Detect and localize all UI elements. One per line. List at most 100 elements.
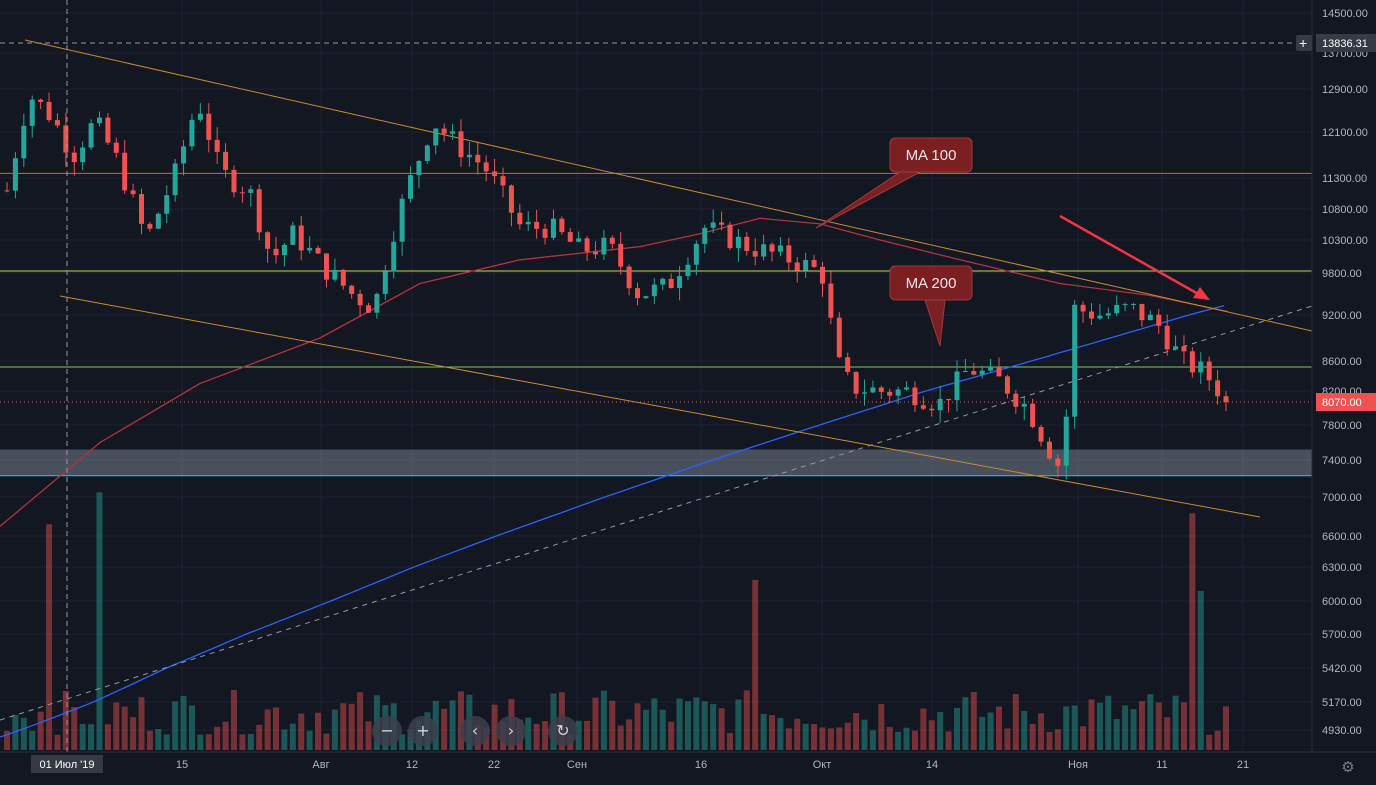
candle-body[interactable]: [1004, 376, 1010, 394]
candle-body[interactable]: [542, 228, 548, 238]
candle-body[interactable]: [147, 223, 153, 229]
candle-body[interactable]: [988, 366, 994, 371]
candle-body[interactable]: [819, 266, 825, 284]
candle-body[interactable]: [63, 125, 69, 153]
candle-body[interactable]: [912, 387, 918, 406]
candle-body[interactable]: [408, 175, 414, 199]
candle-body[interactable]: [433, 128, 439, 146]
candle-body[interactable]: [685, 264, 691, 277]
candle-body[interactable]: [273, 248, 279, 256]
candle-body[interactable]: [315, 247, 321, 254]
candle-body[interactable]: [567, 232, 573, 242]
candle-body[interactable]: [466, 154, 472, 158]
candle-body[interactable]: [643, 296, 649, 299]
candle-body[interactable]: [710, 222, 716, 228]
descending-resistance-line[interactable]: [24, 39, 1313, 332]
candle-body[interactable]: [777, 245, 783, 252]
candle-body[interactable]: [929, 408, 935, 411]
candle-body[interactable]: [576, 238, 582, 242]
candle-body[interactable]: [357, 293, 363, 306]
candle-body[interactable]: [340, 269, 346, 286]
candle-body[interactable]: [1131, 303, 1137, 305]
candle-body[interactable]: [231, 169, 237, 193]
candle-body[interactable]: [458, 131, 464, 158]
candle-body[interactable]: [1122, 304, 1128, 306]
candle-body[interactable]: [954, 371, 960, 401]
candle-body[interactable]: [424, 145, 430, 162]
candle-body[interactable]: [920, 405, 926, 409]
candle-body[interactable]: [349, 285, 355, 294]
zoom-out-button[interactable]: −: [372, 716, 402, 746]
candle-body[interactable]: [508, 185, 514, 213]
candle-body[interactable]: [1147, 314, 1153, 321]
candle-body[interactable]: [1181, 346, 1187, 352]
trend-arrow-head[interactable]: [1193, 287, 1210, 300]
candle-body[interactable]: [971, 371, 977, 375]
candle-body[interactable]: [550, 218, 556, 238]
zoom-in-button[interactable]: +: [408, 716, 438, 746]
candle-body[interactable]: [1072, 304, 1078, 417]
candle-body[interactable]: [307, 247, 313, 251]
candle-body[interactable]: [441, 128, 447, 134]
candle-body[interactable]: [323, 253, 329, 280]
candle-body[interactable]: [46, 101, 52, 121]
candle-body[interactable]: [1030, 403, 1036, 427]
candle-body[interactable]: [895, 389, 901, 396]
candle-body[interactable]: [239, 192, 245, 194]
candle-body[interactable]: [1105, 313, 1111, 316]
candle-body[interactable]: [878, 387, 884, 392]
candle-body[interactable]: [281, 244, 287, 256]
candle-body[interactable]: [29, 99, 35, 126]
candle-body[interactable]: [483, 162, 489, 172]
candle-body[interactable]: [677, 276, 683, 289]
candle-body[interactable]: [592, 251, 598, 255]
candle-body[interactable]: [803, 260, 809, 271]
candle-body[interactable]: [811, 260, 817, 267]
candle-body[interactable]: [1055, 458, 1061, 466]
candle-body[interactable]: [862, 392, 868, 394]
candle-body[interactable]: [769, 244, 775, 252]
candle-body[interactable]: [1156, 314, 1162, 326]
candle-body[interactable]: [332, 269, 338, 280]
candle-body[interactable]: [492, 171, 498, 177]
candle-body[interactable]: [450, 131, 456, 134]
candle-body[interactable]: [374, 293, 380, 313]
candle-body[interactable]: [1038, 426, 1044, 442]
candle-body[interactable]: [517, 212, 523, 225]
scroll-left-button[interactable]: ‹: [460, 716, 490, 746]
candle-body[interactable]: [979, 370, 985, 375]
candle-body[interactable]: [1139, 303, 1145, 321]
candle-body[interactable]: [265, 232, 271, 249]
candle-body[interactable]: [752, 251, 758, 257]
candle-body[interactable]: [256, 189, 262, 233]
candle-body[interactable]: [660, 278, 666, 285]
candle-body[interactable]: [626, 266, 632, 289]
candle-body[interactable]: [651, 284, 657, 297]
candle-body[interactable]: [1088, 311, 1094, 319]
candle-body[interactable]: [189, 119, 195, 147]
candle-body[interactable]: [761, 244, 767, 257]
candle-body[interactable]: [1173, 346, 1179, 350]
candle-body[interactable]: [164, 195, 170, 214]
candle-body[interactable]: [1215, 380, 1221, 397]
candle-body[interactable]: [475, 154, 481, 163]
candle-body[interactable]: [223, 151, 229, 170]
candle-body[interactable]: [727, 224, 733, 249]
crosshair-plus-icon[interactable]: [1296, 35, 1312, 51]
candle-body[interactable]: [601, 237, 607, 255]
candle-body[interactable]: [845, 357, 851, 372]
reset-chart-button[interactable]: ↻: [548, 716, 578, 746]
candle-body[interactable]: [1097, 315, 1103, 319]
candle-body[interactable]: [534, 221, 540, 229]
candle-body[interactable]: [88, 123, 94, 148]
candle-body[interactable]: [172, 163, 178, 196]
candle-body[interactable]: [904, 387, 910, 390]
candle-body[interactable]: [1013, 393, 1019, 407]
candle-body[interactable]: [735, 236, 741, 249]
candle-body[interactable]: [105, 117, 111, 143]
candle-body[interactable]: [836, 317, 842, 358]
candle-body[interactable]: [996, 366, 1002, 377]
candle-body[interactable]: [1080, 304, 1086, 312]
